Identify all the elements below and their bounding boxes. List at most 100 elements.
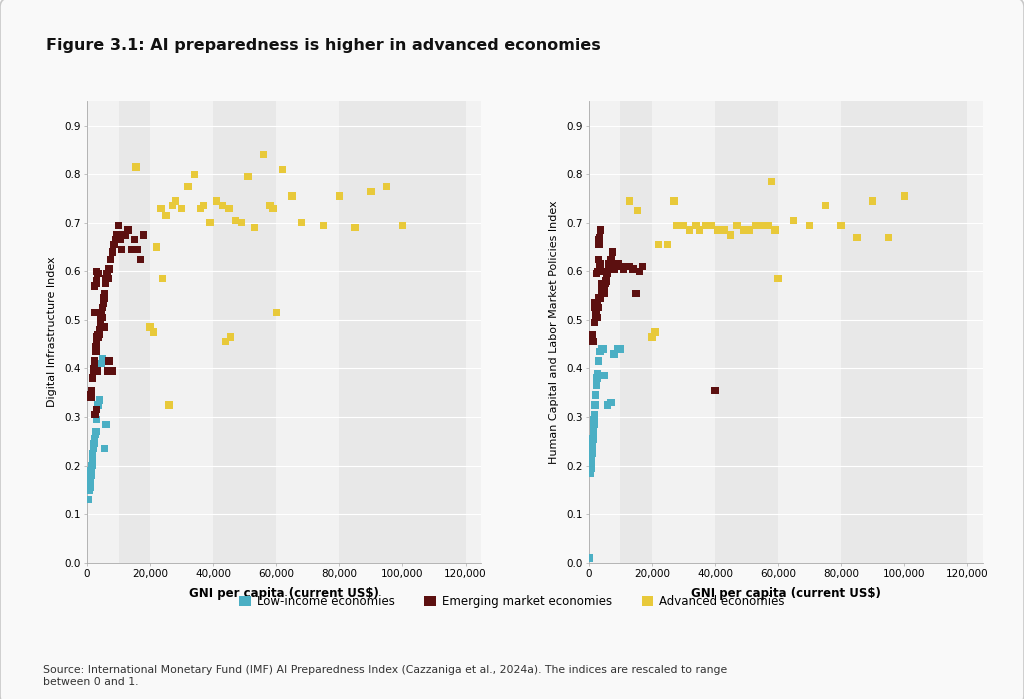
Point xyxy=(586,419,602,430)
Point xyxy=(598,273,614,284)
Point xyxy=(631,266,647,277)
Point xyxy=(634,261,650,272)
Point xyxy=(148,241,165,252)
Point xyxy=(703,219,720,231)
Point xyxy=(601,264,617,275)
Point xyxy=(592,292,608,303)
Point xyxy=(142,322,159,333)
Point xyxy=(94,302,111,313)
Bar xyxy=(213,101,276,563)
Point xyxy=(129,244,145,255)
Point xyxy=(599,268,615,280)
Point xyxy=(591,292,607,303)
Point xyxy=(96,292,113,303)
Point xyxy=(688,219,705,231)
Point xyxy=(123,244,139,255)
Point xyxy=(164,200,180,211)
Point xyxy=(598,275,614,287)
Point xyxy=(609,259,626,270)
Point xyxy=(265,203,282,214)
Point xyxy=(88,404,104,415)
Point xyxy=(628,287,644,298)
Point xyxy=(379,181,395,192)
Point xyxy=(666,195,682,206)
Point xyxy=(613,261,630,272)
Point xyxy=(88,426,104,437)
Point xyxy=(735,224,752,236)
Point xyxy=(588,380,604,391)
Point xyxy=(84,463,100,474)
Point xyxy=(268,307,285,318)
Bar xyxy=(119,101,151,563)
Point xyxy=(599,266,615,277)
Point xyxy=(167,195,183,206)
Point xyxy=(87,307,103,318)
Point xyxy=(98,268,115,280)
Point xyxy=(584,453,600,464)
Point xyxy=(99,273,116,284)
Point xyxy=(331,190,347,201)
Point xyxy=(630,205,646,216)
Point xyxy=(583,467,599,478)
Point xyxy=(86,433,102,445)
Point xyxy=(104,246,121,257)
Point xyxy=(585,433,601,445)
Point xyxy=(584,443,600,454)
Point xyxy=(214,200,230,211)
X-axis label: GNI per capita (current US$): GNI per capita (current US$) xyxy=(691,587,881,600)
Point xyxy=(767,224,783,236)
Point xyxy=(91,329,108,340)
Point xyxy=(111,219,127,231)
Point xyxy=(186,168,203,180)
Point xyxy=(591,239,607,250)
Point xyxy=(128,161,144,173)
Point xyxy=(89,366,105,377)
Point xyxy=(81,484,97,496)
Point xyxy=(588,310,604,321)
Point xyxy=(83,392,99,403)
Point xyxy=(246,222,262,233)
Point xyxy=(596,370,612,382)
Point xyxy=(180,181,197,192)
Point xyxy=(585,438,601,449)
Bar xyxy=(339,101,466,563)
Point xyxy=(84,384,100,396)
Point xyxy=(590,312,606,323)
Point xyxy=(622,261,638,272)
Point xyxy=(587,399,603,410)
Point xyxy=(590,254,606,265)
Point xyxy=(89,329,105,340)
Point xyxy=(622,195,638,206)
Point xyxy=(589,307,605,318)
Point xyxy=(82,475,98,486)
Point xyxy=(85,443,101,454)
Point xyxy=(596,287,612,298)
Point xyxy=(761,219,777,231)
Point xyxy=(612,261,629,272)
Point xyxy=(644,331,660,343)
Point xyxy=(896,190,912,201)
Point xyxy=(596,280,612,291)
Point xyxy=(94,312,111,323)
Point xyxy=(88,336,104,347)
Point xyxy=(754,219,770,231)
Point xyxy=(93,310,110,321)
Point xyxy=(618,261,635,272)
Point xyxy=(347,222,364,233)
Point xyxy=(88,414,104,425)
Point xyxy=(729,219,745,231)
Point xyxy=(233,217,250,229)
Point xyxy=(587,409,603,420)
Bar xyxy=(841,101,968,563)
Point xyxy=(227,215,244,226)
Point xyxy=(88,275,104,287)
Bar xyxy=(276,101,339,563)
Point xyxy=(609,343,626,354)
Point xyxy=(748,219,764,231)
X-axis label: GNI per capita (current US$): GNI per capita (current US$) xyxy=(189,587,379,600)
Point xyxy=(99,268,116,280)
Point xyxy=(603,254,620,265)
Point xyxy=(710,224,726,236)
Point xyxy=(93,358,110,369)
Point xyxy=(99,366,116,377)
